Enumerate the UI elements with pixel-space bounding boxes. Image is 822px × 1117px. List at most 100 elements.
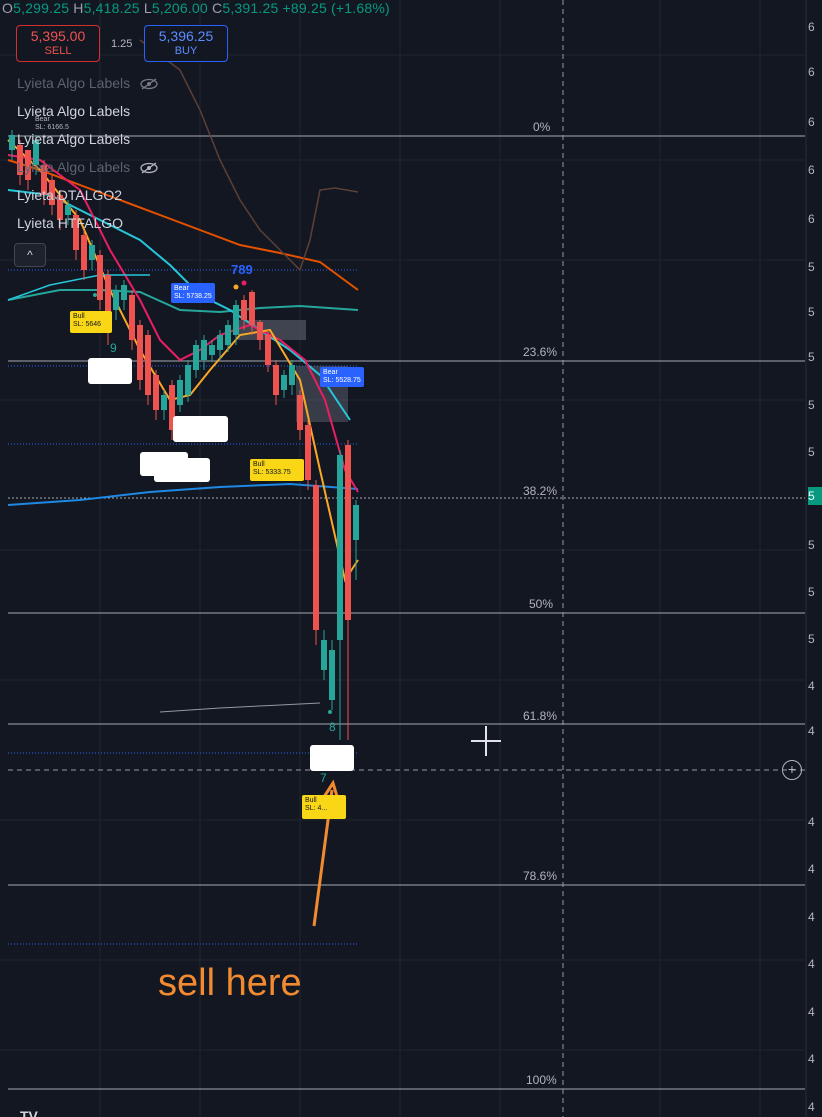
candle-body (49, 180, 55, 205)
add-alert-button[interactable]: + (782, 760, 802, 780)
candle-body (321, 640, 327, 670)
candle-body (209, 345, 215, 355)
tradingview-logo: TV (20, 1108, 38, 1117)
candle-body (241, 300, 247, 320)
indicator-label: Lyieta Algo Labels (17, 75, 131, 91)
indicator-legend-item[interactable]: Lyieta Algo Labels (17, 131, 130, 147)
candle-body (201, 340, 207, 360)
candle-body (161, 395, 167, 410)
price-axis-label: 5 (808, 632, 815, 646)
indicator-label: Lyieta HTFALGO (17, 215, 124, 231)
candle-body (97, 255, 103, 300)
candle-body (217, 335, 223, 350)
candle-body (329, 650, 335, 700)
high-value: 5,418.25 (83, 0, 140, 16)
price-axis-label: 4 (808, 957, 815, 971)
close-label: C (212, 0, 223, 16)
fib-label-0: 0% (533, 120, 551, 134)
buy-button[interactable]: 5,396.25 BUY (144, 25, 228, 62)
price-axis-label: 4 (808, 1100, 815, 1114)
candle-body (177, 380, 183, 405)
price-axis-label: 5 (808, 350, 815, 364)
open-label: O (2, 0, 14, 16)
fib-label-382: 38.2% (523, 484, 558, 498)
sell-label: SELL (44, 45, 72, 57)
price-axis-label: 5 (808, 260, 815, 274)
candle-body (257, 322, 263, 340)
eye-hidden-icon[interactable] (140, 162, 158, 174)
candle-body (81, 235, 87, 270)
price-axis-label: 4 (808, 862, 815, 876)
candle-body (9, 135, 15, 150)
fib-label-100: 100% (526, 1073, 557, 1087)
bear-signal-tag: Bear SL: 5738.25 (171, 283, 215, 303)
moving-averages (7, 39, 359, 713)
sell-price: 5,395.00 (30, 28, 86, 44)
candle-body (33, 140, 39, 165)
indicator-label: Lyieta Algo Labels (17, 159, 131, 175)
candle-body (89, 245, 95, 260)
chevron-up-icon: ^ (27, 248, 33, 262)
candle-body (137, 325, 143, 380)
candle-body (225, 325, 231, 345)
candle-body (129, 295, 135, 340)
candle-body (113, 290, 119, 310)
low-value: 5,206.00 (151, 0, 208, 16)
fib-label-236: 23.6% (523, 345, 558, 359)
candle-body (297, 395, 303, 430)
candle-body (121, 285, 127, 300)
sequence-count: 789 (231, 262, 253, 277)
collapse-legend-button[interactable]: ^ (14, 243, 46, 267)
sequence-count: 9 (110, 341, 117, 355)
grid (0, 0, 805, 1117)
change-value: +89.25 (+1.68%) (282, 0, 390, 16)
candle-body (353, 505, 359, 540)
indicator-legend-item[interactable]: Lyieta DTALGO2 (17, 187, 122, 203)
label-box (88, 358, 132, 384)
candle-body (249, 292, 255, 325)
candle-body (273, 365, 279, 395)
indicator-label: Lyieta DTALGO2 (17, 187, 123, 203)
indicator-legend-item[interactable]: Lyieta Algo Labels (17, 103, 130, 119)
candle-body (65, 205, 71, 215)
candle-body (185, 365, 191, 395)
candle-body (265, 335, 271, 365)
indicator-label: Lyieta Algo Labels (17, 131, 131, 147)
candle-body (233, 305, 239, 335)
fib-label-50: 50% (529, 597, 554, 611)
low-label: L (143, 0, 152, 16)
price-axis-label: 6 (808, 212, 815, 226)
price-axis-label: 6 (808, 65, 815, 79)
candle-body (289, 365, 295, 385)
open-value: 5,299.25 (13, 0, 70, 16)
buy-price: 5,396.25 (158, 28, 214, 44)
price-axis-label: 5 (808, 398, 815, 412)
candles (9, 130, 359, 740)
price-axis-label: 5 (808, 305, 815, 319)
candle-body (41, 165, 47, 195)
price-axis-label: 6 (808, 20, 815, 34)
price-axis-label: 4 (808, 815, 815, 829)
candle-body (153, 375, 159, 410)
sell-button[interactable]: 5,395.00 SELL (16, 25, 100, 62)
candle-body (73, 215, 79, 250)
indicator-label: Lyieta Algo Labels (17, 103, 131, 119)
price-axis-label: 4 (808, 910, 815, 924)
eye-hidden-icon[interactable] (140, 78, 158, 90)
indicator-legend-item[interactable]: Lyieta Algo Labels (17, 159, 158, 175)
sequence-count: 7 (320, 771, 327, 785)
candle-body (345, 445, 351, 620)
price-axis-label: 4 (808, 1052, 815, 1066)
candle-body (17, 145, 23, 175)
ohlc-readout: O5,299.25 H5,418.25 L5,206.00 C5,391.25 … (2, 0, 390, 16)
label-box (310, 745, 354, 771)
high-label: H (73, 0, 84, 16)
indicator-legend-item[interactable]: Lyieta HTFALGO (17, 215, 123, 231)
bull-signal-tag: Bull SL: 5646 (70, 311, 112, 333)
label-box (173, 416, 228, 442)
candle-body (193, 345, 199, 370)
price-axis-label: 5 (808, 538, 815, 552)
indicator-legend-item[interactable]: Lyieta Algo Labels (17, 75, 158, 91)
